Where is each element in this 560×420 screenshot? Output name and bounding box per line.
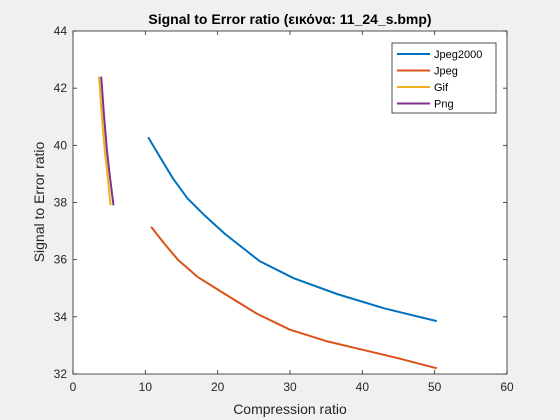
x-tick-label: 50 xyxy=(428,380,442,394)
x-axis-label: Compression ratio xyxy=(233,401,347,417)
legend-label-png: Png xyxy=(434,99,454,111)
x-tick-label: 10 xyxy=(139,380,153,394)
y-tick-label: 40 xyxy=(54,138,68,152)
y-tick-label: 32 xyxy=(54,367,68,381)
x-tick-label: 30 xyxy=(283,380,297,394)
y-tick-label: 38 xyxy=(54,196,68,210)
series-line-jpeg xyxy=(150,226,438,370)
y-tick-label: 34 xyxy=(54,310,68,324)
chart-title: Signal to Error ratio (εικόνα: 11_24_s.b… xyxy=(148,11,431,27)
series-line-jpeg2000 xyxy=(147,136,438,323)
x-tick-label: 60 xyxy=(500,380,514,394)
ticks-layer: 0 10 20 30 40 50 60 32 34 36 38 40 42 44 xyxy=(54,24,514,394)
legend-label-gif: Gif xyxy=(434,82,449,94)
series-line-gif xyxy=(98,76,112,206)
y-axis-label: Signal to Error ratio xyxy=(31,141,47,262)
x-tick-label: 20 xyxy=(211,380,225,394)
y-tick-label: 44 xyxy=(54,24,68,38)
legend-label-jpeg: Jpeg xyxy=(434,66,458,78)
series-layer xyxy=(98,76,438,370)
y-tick-label: 36 xyxy=(54,253,68,267)
x-tick-label: 0 xyxy=(70,380,77,394)
y-tick-label: 42 xyxy=(54,81,68,95)
series-line-png xyxy=(100,76,115,206)
legend-label-jpeg2000: Jpeg2000 xyxy=(434,49,482,61)
legend: Jpeg2000 Jpeg Gif Png xyxy=(391,42,497,114)
x-tick-label: 40 xyxy=(356,380,370,394)
